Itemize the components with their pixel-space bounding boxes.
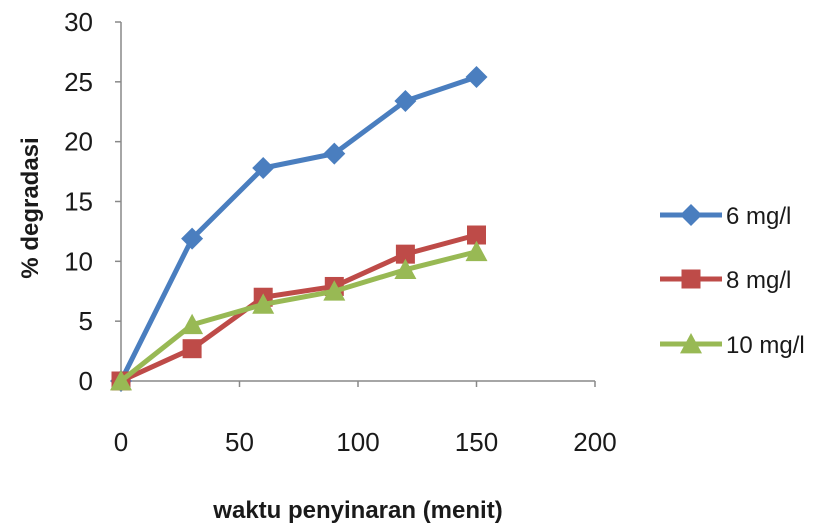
x-tick-label: 50 — [225, 427, 254, 457]
series-1 — [111, 225, 486, 391]
data-point — [252, 293, 275, 314]
data-point — [394, 89, 417, 112]
data-point — [181, 313, 204, 335]
legend-item: 8 mg/l — [660, 267, 791, 294]
legend-marker — [680, 204, 702, 226]
x-tick-label: 0 — [114, 427, 128, 457]
y-tick-label: 10 — [64, 246, 93, 276]
x-tick-label: 200 — [573, 427, 616, 457]
data-point — [465, 240, 488, 262]
data-point — [323, 280, 346, 301]
legend-label: 8 mg/l — [726, 267, 791, 294]
data-point — [181, 227, 204, 250]
y-tick-label: 20 — [64, 127, 93, 157]
legend-item: 6 mg/l — [660, 203, 791, 230]
series-2 — [110, 240, 488, 391]
data-point — [252, 156, 275, 179]
data-point — [465, 66, 488, 89]
data-point — [323, 142, 346, 165]
legend-item: 10 mg/l — [660, 332, 805, 359]
y-tick-label: 15 — [64, 187, 93, 217]
data-point — [467, 225, 486, 245]
legend-label: 10 mg/l — [726, 332, 805, 359]
x-tick-label: 150 — [455, 427, 498, 457]
y-tick-label: 25 — [64, 67, 93, 97]
legend: 6 mg/l 8 mg/l 10 mg/l — [660, 203, 805, 359]
y-axis-title: % degradasi — [17, 137, 44, 278]
x-tick-label: 100 — [336, 427, 379, 457]
series-line — [119, 249, 478, 383]
y-tick-labels: 0 5 10 15 20 25 30 — [64, 7, 121, 396]
series-line — [119, 232, 478, 384]
data-point — [395, 244, 415, 264]
series-group — [110, 66, 488, 392]
y-tick-label: 30 — [64, 7, 93, 37]
data-point — [394, 258, 417, 280]
legend-marker — [680, 333, 702, 354]
data-point — [182, 339, 202, 359]
y-tick-label: 5 — [79, 306, 93, 336]
series-line — [118, 74, 478, 383]
x-axis-title: waktu penyinaran (menit) — [212, 497, 502, 524]
legend-label: 6 mg/l — [726, 203, 791, 230]
x-tick-labels: 0 50 100 150 200 — [114, 381, 617, 457]
y-tick-label: 0 — [79, 366, 93, 396]
legend-marker — [681, 269, 701, 289]
data-point — [110, 370, 132, 391]
